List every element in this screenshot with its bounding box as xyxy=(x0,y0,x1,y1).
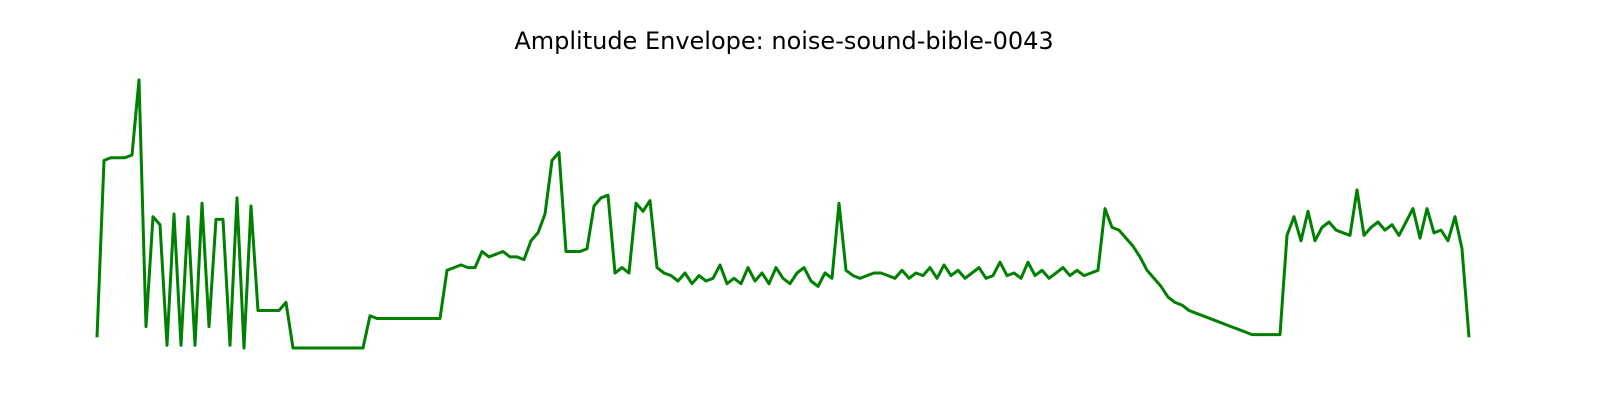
chart-title: Amplitude Envelope: noise-sound-bible-00… xyxy=(514,27,1053,55)
envelope-line xyxy=(95,78,1471,350)
